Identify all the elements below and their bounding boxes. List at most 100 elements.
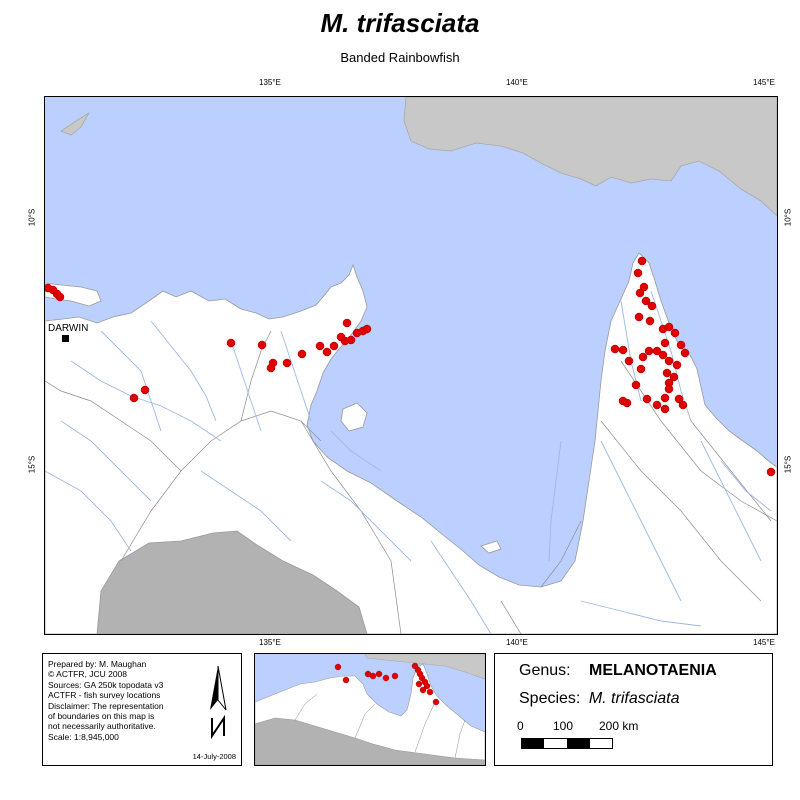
inset-outside-region <box>255 717 485 765</box>
record-point <box>644 346 654 356</box>
credits-line: Scale: 1:8,945,000 <box>48 731 119 742</box>
inset-record-point <box>391 672 399 680</box>
credits-line: Disclaimer: The representation <box>48 700 164 711</box>
record-point <box>664 356 674 366</box>
record-point <box>678 400 688 410</box>
credits-box: Prepared by: M. Maughan © ACTFR, JCU 200… <box>42 653 242 766</box>
bottom-tick-145: 145°E <box>753 638 775 647</box>
record-point <box>664 322 674 332</box>
record-point <box>642 394 652 404</box>
inset-record-point <box>342 676 350 684</box>
credits-line: ACTFR - fish survey locations <box>48 690 161 701</box>
record-point <box>670 328 680 338</box>
island-groote <box>340 402 368 432</box>
inset-record-point <box>382 674 390 682</box>
record-point <box>322 347 332 357</box>
genus-row: Genus: MELANOTAENIA <box>519 662 717 680</box>
record-point <box>329 341 339 351</box>
bottom-tick-140: 140°E <box>506 638 528 647</box>
record-point <box>633 268 643 278</box>
species-row: Species: M. trifasciata <box>519 690 680 708</box>
inset-map <box>254 653 486 766</box>
inset-record-point <box>375 670 383 678</box>
credits-line: © ACTFR, JCU 2008 <box>48 669 128 680</box>
inset-record-point <box>423 682 431 690</box>
record-point <box>140 385 150 395</box>
record-point <box>618 345 628 355</box>
species-label: Species: <box>519 690 581 707</box>
right-tick-10s: 10°S <box>783 208 793 227</box>
record-point <box>660 393 670 403</box>
map-title: M. trifasciata <box>320 8 480 38</box>
inset-record-points <box>334 662 440 706</box>
record-point <box>680 348 690 358</box>
credits-line: Sources: GA 250k topodata v3 <box>48 679 164 690</box>
left-tick-10s: 10°S <box>27 208 37 227</box>
record-point <box>340 336 350 346</box>
genus-value: MELANOTAENIA <box>589 662 717 679</box>
record-point <box>660 404 670 414</box>
record-point <box>674 394 684 404</box>
record-point <box>647 301 657 311</box>
left-tick-15s: 15°S <box>27 455 37 474</box>
record-point <box>129 393 139 403</box>
right-tick-15s: 15°S <box>783 455 793 474</box>
north-arrow-icon <box>210 665 227 740</box>
scale-label-200: 200 km <box>599 719 639 733</box>
top-tick-145: 145°E <box>753 78 775 87</box>
record-point <box>266 363 276 373</box>
legend-box: Genus: MELANOTAENIA Species: M. trifasci… <box>494 653 773 766</box>
record-point <box>624 356 634 366</box>
city-label-darwin: DARWIN <box>48 323 89 334</box>
record-point <box>55 292 65 302</box>
record-point <box>676 340 686 350</box>
genus-label: Genus: <box>519 662 571 679</box>
top-tick-135: 135°E <box>259 78 281 87</box>
credits-text: Prepared by: M. Maughan © ACTFR, JCU 200… <box>48 659 190 742</box>
inset-record-point <box>334 663 342 671</box>
record-point <box>636 364 646 374</box>
island-small-gulf <box>480 540 502 554</box>
new-guinea-landmass <box>403 97 777 217</box>
record-point <box>637 256 647 266</box>
outside-region-west <box>96 530 368 634</box>
inset-new-guinea <box>364 654 485 680</box>
record-point <box>634 312 644 322</box>
scale-label-0: 0 <box>517 719 524 733</box>
map-subtitle: Banded Rainbowfish <box>340 50 460 65</box>
record-point <box>652 400 662 410</box>
rivers <box>45 290 772 634</box>
inset-record-point <box>432 698 440 706</box>
record-point <box>638 352 648 362</box>
island-tiwi <box>45 282 102 307</box>
record-point <box>342 318 352 328</box>
record-point <box>618 396 628 406</box>
record-point <box>226 338 236 348</box>
record-point <box>362 324 372 334</box>
inset-canvas <box>255 654 485 765</box>
map-date: 14-July-2008 <box>192 752 236 761</box>
record-point <box>641 296 651 306</box>
inset-record-point <box>419 686 427 694</box>
scale-bar <box>521 738 613 749</box>
scale-label-100: 100 <box>553 719 574 733</box>
record-point <box>635 288 645 298</box>
record-point <box>662 368 672 378</box>
credits-line: of boundaries on this map is <box>48 711 155 722</box>
record-point <box>645 316 655 326</box>
record-point <box>257 340 267 350</box>
record-point <box>282 358 292 368</box>
island-north-west <box>60 111 91 136</box>
inset-record-point <box>426 688 434 696</box>
inset-record-point <box>369 672 377 680</box>
inset-boundaries <box>294 693 466 759</box>
main-map[interactable]: DARWIN <box>44 96 778 635</box>
record-point <box>672 360 682 370</box>
record-point <box>664 384 674 394</box>
credits-line: Prepared by: M. Maughan <box>48 659 147 669</box>
darwin-marker <box>62 335 69 342</box>
record-point <box>631 380 641 390</box>
record-point <box>766 467 776 477</box>
record-point <box>610 344 620 354</box>
record-point <box>315 341 325 351</box>
